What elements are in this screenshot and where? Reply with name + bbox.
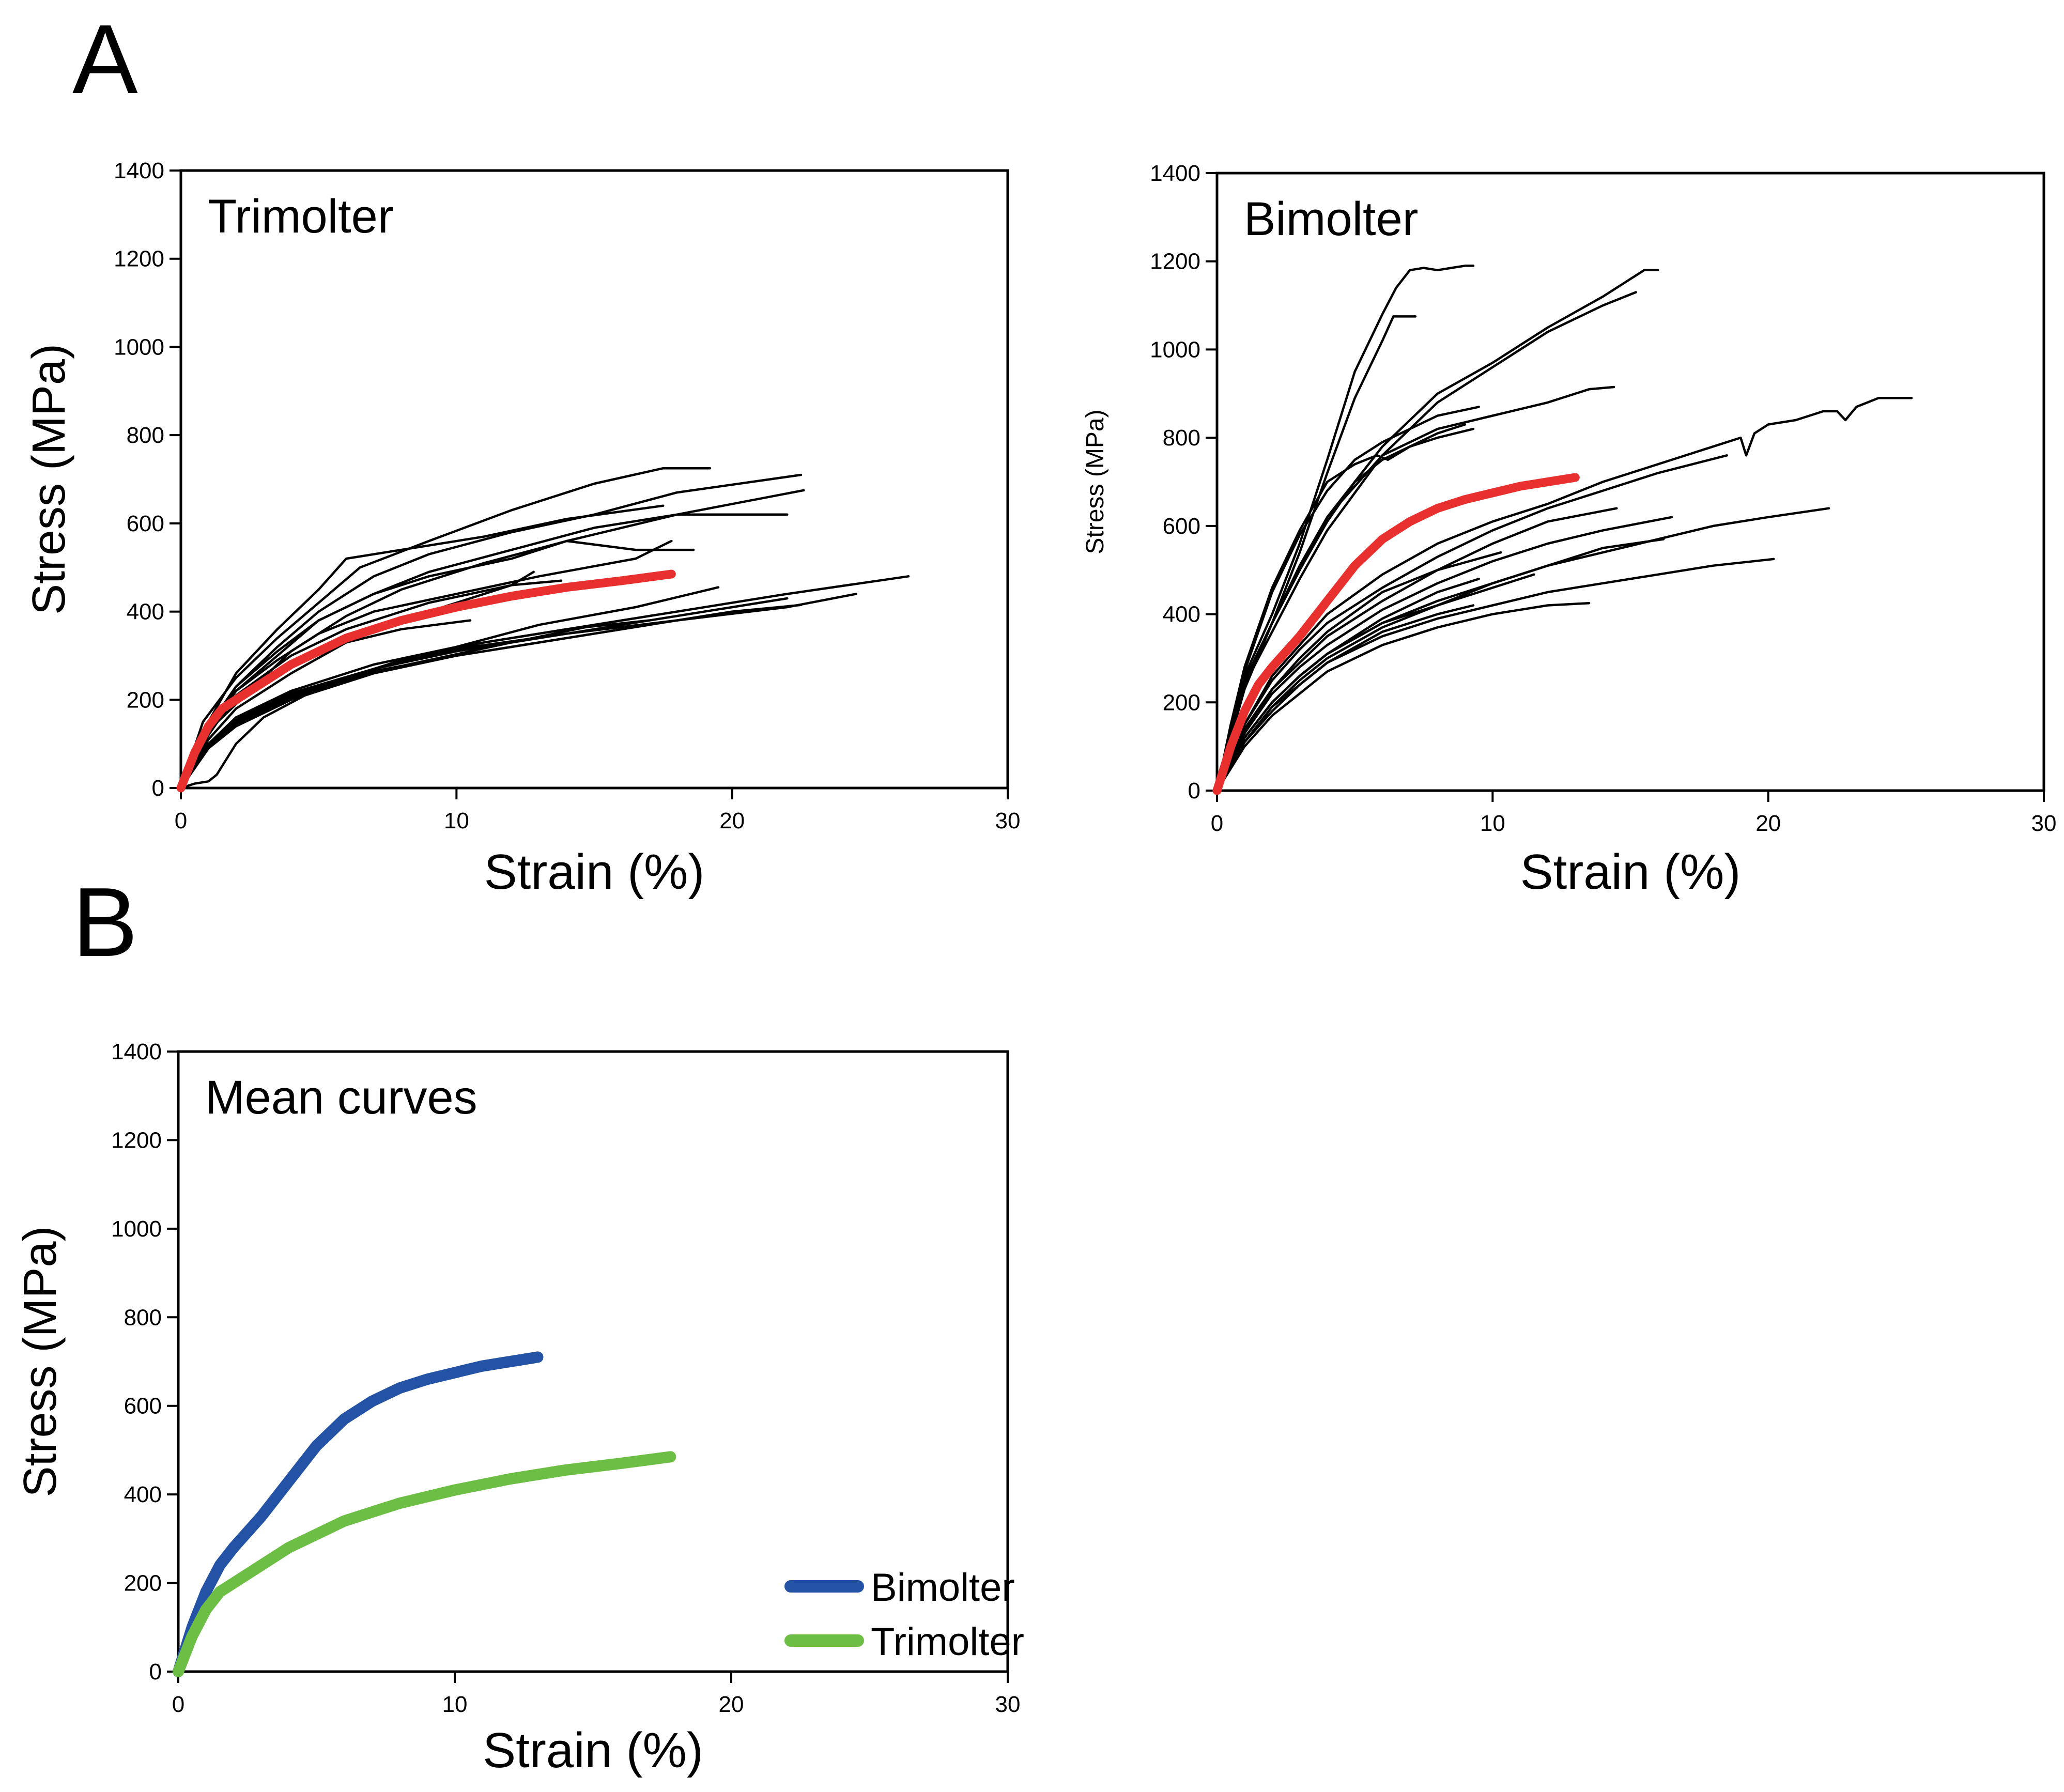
mean-curve [176,569,676,793]
y-tick-label: 600 [1163,514,1200,539]
y-axis-label: Stress (MPa) [1082,409,1109,554]
x-tick-label: 20 [719,1692,744,1717]
specimen-curve [1215,558,1775,792]
y-tick-label: 800 [1163,425,1200,451]
specimen-curve [179,504,665,790]
x-tick-label: 20 [1755,811,1781,836]
x-tick-label: 10 [444,808,469,833]
plot-frame [1215,172,2045,792]
y-tick-label: 800 [124,1305,162,1330]
plot-frame [177,1050,1009,1673]
specimen-curve [1215,397,1913,792]
specimen-curve [1215,516,1673,792]
y-tick-label: 400 [127,599,164,625]
chart-title: Trimolter [208,190,393,243]
specimen-curve [179,575,910,790]
chart-title: Bimolter [1244,193,1418,245]
x-tick-label: 10 [1480,811,1505,836]
legend-label: Bimolter [871,1566,1015,1610]
y-tick-label: 1400 [111,1039,162,1064]
specimen-curve [1215,538,1665,792]
chart-title: Mean curves [205,1071,478,1124]
specimen-curve [179,619,651,790]
x-tick-label: 30 [2031,811,2057,836]
specimen-curve [1215,578,1480,792]
y-tick-label: 600 [124,1394,162,1419]
panel-label-a: A [72,5,138,114]
y-tick-label: 0 [149,1659,162,1685]
x-tick-label: 0 [175,808,187,833]
y-tick-label: 0 [1188,778,1200,804]
mean-curve [1212,473,1580,795]
specimen-curve [1215,601,1591,792]
y-tick-label: 600 [127,511,164,536]
specimen-curve [179,621,609,790]
y-tick-label: 200 [127,687,164,713]
y-tick-label: 1000 [114,334,164,360]
specimen-curve [1215,604,1475,792]
y-tick-label: 1000 [1150,337,1200,362]
chart-mean-curves: 0 200 400 600 800 1000 1200 1400 0 10 20 30 Strain (… [14,1039,1024,1778]
y-tick-label: 1200 [114,246,164,272]
specimen-curve [1215,551,1502,792]
x-tick-label: 0 [172,1692,184,1717]
series-line-trimolter [173,1451,676,1677]
y-tick-label: 0 [152,776,164,801]
x-tick-label: 30 [995,808,1021,833]
specimen-curve [1215,454,1728,792]
specimen-curve [1215,427,1475,792]
y-axis-label: Stress (MPa) [23,344,75,615]
y-tick-label: 1200 [111,1127,162,1153]
y-tick-label: 400 [1163,602,1200,627]
chart-bimolter: 0 200 400 600 800 1000 1200 1400 0 10 20 30 Strain (… [1082,161,2056,900]
y-tick-label: 1000 [111,1216,162,1242]
y-tick-label: 200 [1163,690,1200,715]
legend-label: Trimolter [871,1620,1024,1664]
y-tick-label: 800 [127,423,164,448]
panel-label-b: B [72,868,138,977]
x-axis-label: Strain (%) [483,1723,703,1778]
y-tick-label: 1400 [114,158,164,183]
y-tick-label: 1200 [1150,249,1200,274]
specimen-curve [1215,269,1659,792]
y-tick-label: 1400 [1150,161,1200,186]
x-axis-label: Strain (%) [1520,844,1741,900]
specimen-curve [1215,507,1618,792]
x-tick-label: 20 [719,808,745,833]
chart-trimolter: 0 200 400 600 800 1000 1200 1400 0 10 20 30 Strain (… [23,158,1020,900]
specimen-curve [179,623,651,790]
x-tick-label: 30 [995,1692,1021,1717]
specimen-curve [1215,265,1475,792]
x-tick-label: 0 [1211,811,1223,836]
series-line-bimolter [173,1351,544,1677]
y-axis-label: Stress (MPa) [14,1226,66,1497]
y-tick-label: 200 [124,1571,162,1596]
specimen-curve [179,619,472,790]
x-axis-label: Strain (%) [484,844,705,900]
specimen-curve [1215,385,1615,792]
specimen-curve [179,489,805,790]
specimen-curve [179,597,789,790]
y-tick-label: 400 [124,1482,162,1507]
specimen-curve [1215,291,1637,792]
x-tick-label: 10 [442,1692,468,1717]
plot-frame [179,169,1009,790]
